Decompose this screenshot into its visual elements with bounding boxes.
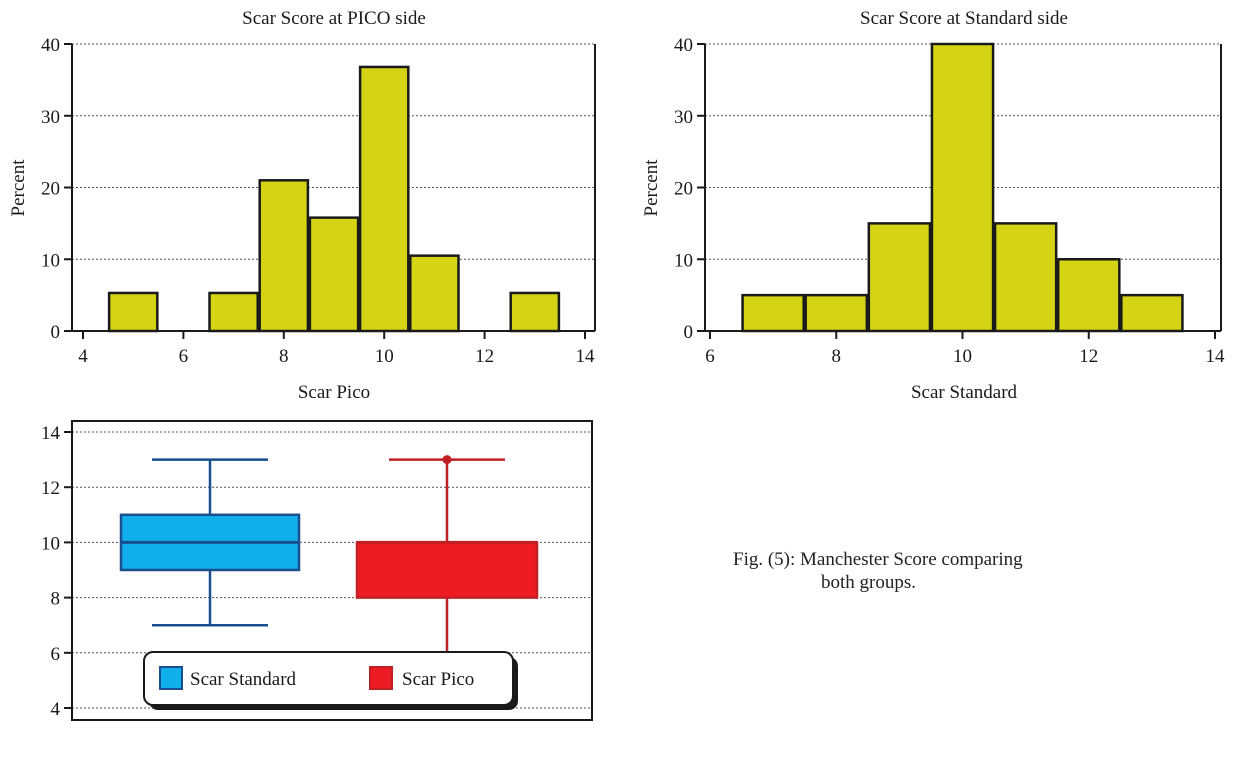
bp-pico-box (355, 541, 539, 599)
bp-ytick-label: 6 (51, 644, 61, 665)
bp-ytick-label: 4 (51, 699, 61, 720)
h2-xtick-label: 8 (832, 346, 842, 367)
h1-bar (308, 216, 360, 333)
bp-frame (71, 420, 593, 721)
h1-ytick-label: 30 (41, 107, 60, 128)
h1-xtick-label: 12 (475, 346, 494, 367)
bp-ytick-label: 10 (41, 533, 60, 554)
h1-ytick-label: 10 (41, 250, 60, 271)
legend-swatch-standard (159, 666, 183, 690)
h2-ytick-label: 40 (674, 35, 693, 56)
h2-bar (1120, 293, 1184, 333)
histogram-pico-xlabel: Scar Pico (298, 382, 370, 403)
histogram-standard-title: Scar Score at Standard side (860, 8, 1068, 29)
h2-xtick-label: 14 (1206, 346, 1226, 367)
h1-bar (358, 65, 410, 333)
caption-line-2: both groups. (821, 572, 916, 593)
box-plot-legend: Scar Standard Scar Pico (143, 651, 518, 710)
h2-xtick-label: 12 (1079, 346, 1098, 367)
h2-ytick-label: 20 (674, 179, 693, 200)
histogram-pico-ylabel: Percent (8, 159, 29, 217)
h2-bar (804, 293, 869, 333)
histogram-standard-ylabel: Percent (641, 159, 662, 217)
h1-bar (208, 291, 259, 333)
bp-ytick-label: 12 (41, 478, 60, 499)
h2-bar (930, 42, 995, 333)
h1-xtick-label: 8 (279, 346, 289, 367)
h1-bar (258, 179, 310, 333)
h2-xtick-label: 6 (705, 346, 715, 367)
h1-xtick-label: 4 (78, 346, 88, 367)
h1-bar (509, 291, 561, 333)
h1-bar (409, 254, 460, 333)
caption-line-1: Fig. (5): Manchester Score comparing (733, 549, 1023, 570)
h1-bar (107, 291, 159, 333)
histogram-standard-xlabel: Scar Standard (911, 382, 1018, 403)
h1-xtick-label: 10 (375, 346, 394, 367)
h2-ytick-label: 10 (674, 250, 693, 271)
bp-ytick-label: 8 (51, 589, 61, 610)
h2-bar (1056, 258, 1121, 333)
h1-ytick-label: 40 (41, 35, 60, 56)
bp-ytick-label: 14 (41, 423, 61, 444)
h1-ytick-label: 20 (41, 179, 60, 200)
histogram-pico-title: Scar Score at PICO side (242, 8, 426, 29)
legend-swatch-pico (369, 666, 393, 690)
h2-ytick-label: 0 (684, 322, 694, 343)
legend-frame (143, 651, 514, 706)
h2-bar (993, 222, 1058, 333)
bp-pico-outlier (442, 455, 452, 465)
h2-bar (867, 222, 932, 333)
legend-label-standard: Scar Standard (190, 669, 297, 690)
box-plot: 4 6 8 10 12 14 (41, 420, 593, 721)
h1-xtick-label: 14 (576, 346, 596, 367)
h2-xtick-label: 10 (953, 346, 972, 367)
histogram-pico: Scar Score at PICO side Scar Pico Percen… (8, 8, 596, 403)
legend-label-pico: Scar Pico (402, 669, 474, 690)
histogram-standard: Scar Score at Standard side Scar Standar… (641, 8, 1225, 403)
h1-xtick-label: 6 (179, 346, 189, 367)
h1-ytick-label: 0 (51, 322, 61, 343)
h2-ytick-label: 30 (674, 107, 693, 128)
figure-caption: Fig. (5): Manchester Score comparing bot… (733, 548, 1133, 594)
h2-bar (741, 293, 805, 333)
